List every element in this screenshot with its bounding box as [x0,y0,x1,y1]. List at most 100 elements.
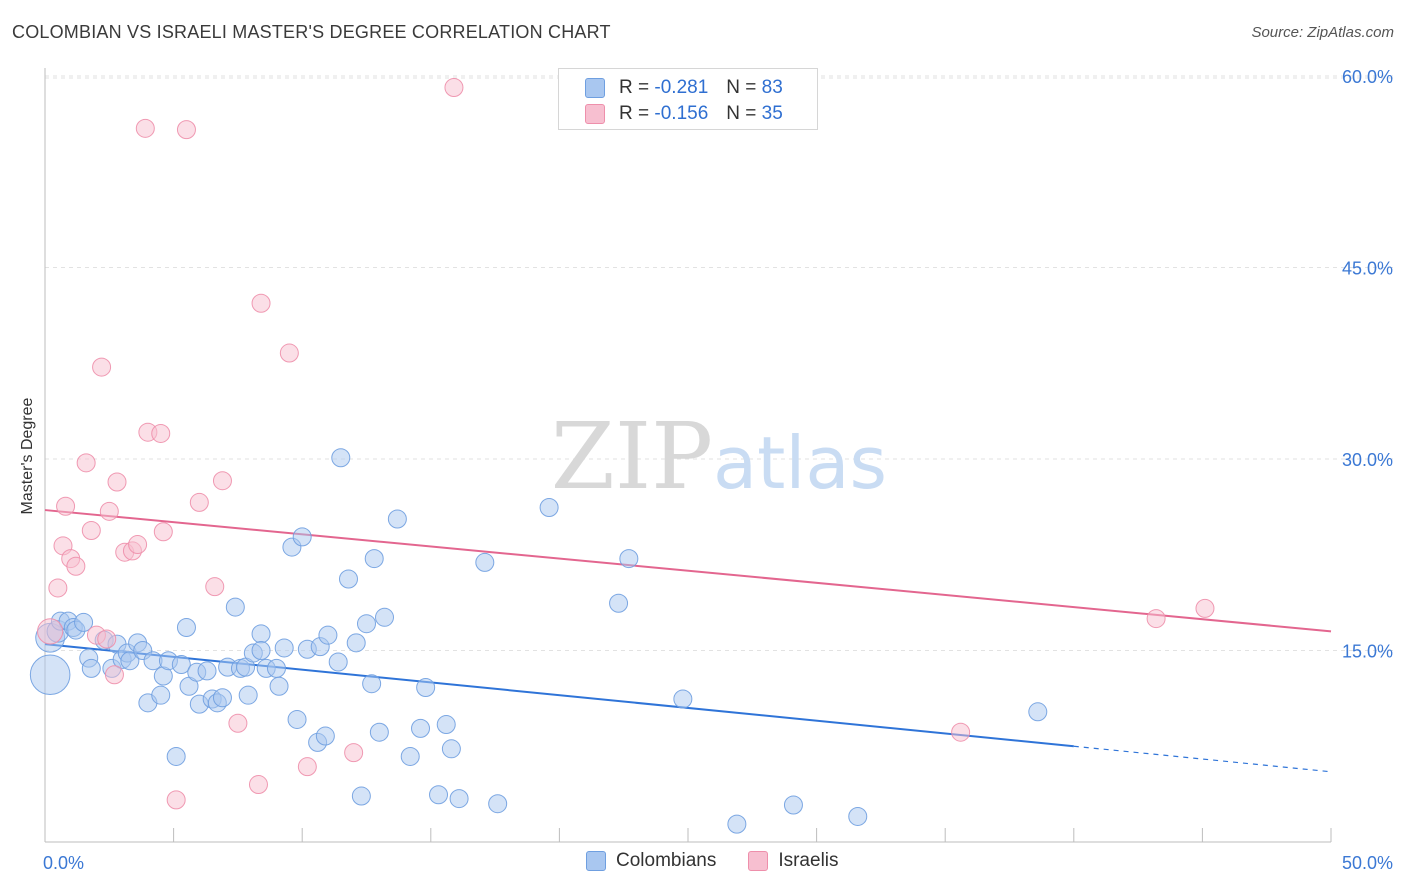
israeli-point [279,343,299,363]
israelis-swatch [585,104,605,124]
colombian-point [619,549,639,569]
colombian-point [81,658,101,678]
colombian-point [212,688,232,708]
israeli-point [56,496,76,516]
israeli-point [1146,609,1166,629]
colombians-swatch [585,78,605,98]
israeli-point [151,423,171,443]
israeli-point [104,665,124,685]
colombian-point [411,718,431,738]
israeli-point [951,722,971,742]
legend-item-colombians[interactable]: Colombians [586,850,716,872]
colombian-point [375,607,395,627]
israeli-point [153,522,173,542]
israeli-point [251,293,271,313]
source-label: Source: ZipAtlas.com [1251,24,1394,41]
colombians-trendline [44,643,1332,773]
israeli-point [189,492,209,512]
legend-r-label: R = [619,103,650,124]
israeli-point [205,577,225,597]
x-tick-label-max: 50.0% [1342,853,1393,873]
colombian-point [151,685,171,705]
colombian-point [416,678,436,698]
israeli-point [248,775,268,795]
legend-item-israelis[interactable]: Israelis [748,850,839,872]
legend-label-colombians: Colombians [616,850,717,871]
colombian-point [436,715,456,735]
colombian-point [727,814,747,834]
legend-r-value: -0.281 [654,77,709,98]
colombian-point [292,527,312,547]
colombian-point [369,722,389,742]
colombian-point [362,674,382,694]
colombian-point [274,638,294,658]
colombian-point [449,789,469,809]
legend-n-value: 35 [761,103,783,124]
israeli-point [92,357,112,377]
colombian-point [848,806,868,826]
colombian-point [488,794,508,814]
israeli-point [344,743,364,763]
colombian-point [176,618,196,638]
colombian-point [364,549,384,569]
israeli-point [176,120,196,140]
colombian-point [351,786,371,806]
colombian-point [315,726,335,746]
colombian-point [251,641,271,660]
colombian-point [1028,702,1048,722]
colombian-point [287,709,307,729]
israeli-point [212,471,232,491]
israeli-point [128,535,148,555]
correlation-legend: R = -0.281 N = 83 R = -0.156 N = 35 [558,68,818,130]
watermark-zip: ZIP [551,403,713,510]
israeli-point [48,578,68,598]
legend-n-label: N = [726,77,757,98]
legend-row-colombians: R = -0.281 N = 83 [585,76,783,100]
israeli-point [135,118,155,138]
israelis-trendline [44,509,1332,633]
colombian-point [331,448,351,468]
israelis-swatch [748,851,769,871]
israeli-point [81,520,101,540]
chart-title: COLOMBIAN VS ISRAELI MASTER'S DEGREE COR… [12,22,611,42]
watermark-atlas: atlas [713,421,887,505]
y-axis-label: Master's Degree [19,397,36,515]
israeli-point [66,556,86,576]
colombian-point [673,689,693,709]
colombian-point [166,746,186,766]
colombian-point [539,498,559,518]
israelis-trend-line [44,509,1332,633]
colombians-swatch [586,851,606,871]
legend-n-label: N = [726,103,757,124]
colombian-point [29,654,71,696]
series-legend: Colombians Israelis [586,850,871,872]
colombian-point [328,652,348,672]
tick-labels: 15.0% 30.0% 45.0% 60.0% 0.0% 50.0% [43,67,1393,873]
legend-n-value: 83 [761,77,783,98]
colombian-point [429,785,449,805]
y-tick-label: 30.0% [1342,450,1393,470]
israeli-point [1195,598,1215,618]
x-tick-label-min: 0.0% [43,853,84,873]
colombian-point [387,509,407,529]
colombian-point [318,625,338,645]
colombian-point [74,612,94,632]
legend-label-israelis: Israelis [778,850,839,871]
colombian-point [197,661,217,681]
colombian-point [357,614,376,634]
colombian-point [269,676,289,696]
israeli-point [297,757,317,777]
israeli-point [166,790,186,810]
israeli-point [99,501,119,521]
y-tick-label: 60.0% [1342,67,1393,87]
legend-r-label: R = [619,77,650,98]
colombian-point [783,795,803,815]
israeli-point [97,629,117,649]
colombian-point [266,658,286,678]
colombian-point [225,597,245,617]
israeli-point [444,77,464,97]
colombians-points [29,448,1048,834]
watermark: ZIP atlas [551,403,887,510]
y-tick-label: 45.0% [1342,259,1393,279]
